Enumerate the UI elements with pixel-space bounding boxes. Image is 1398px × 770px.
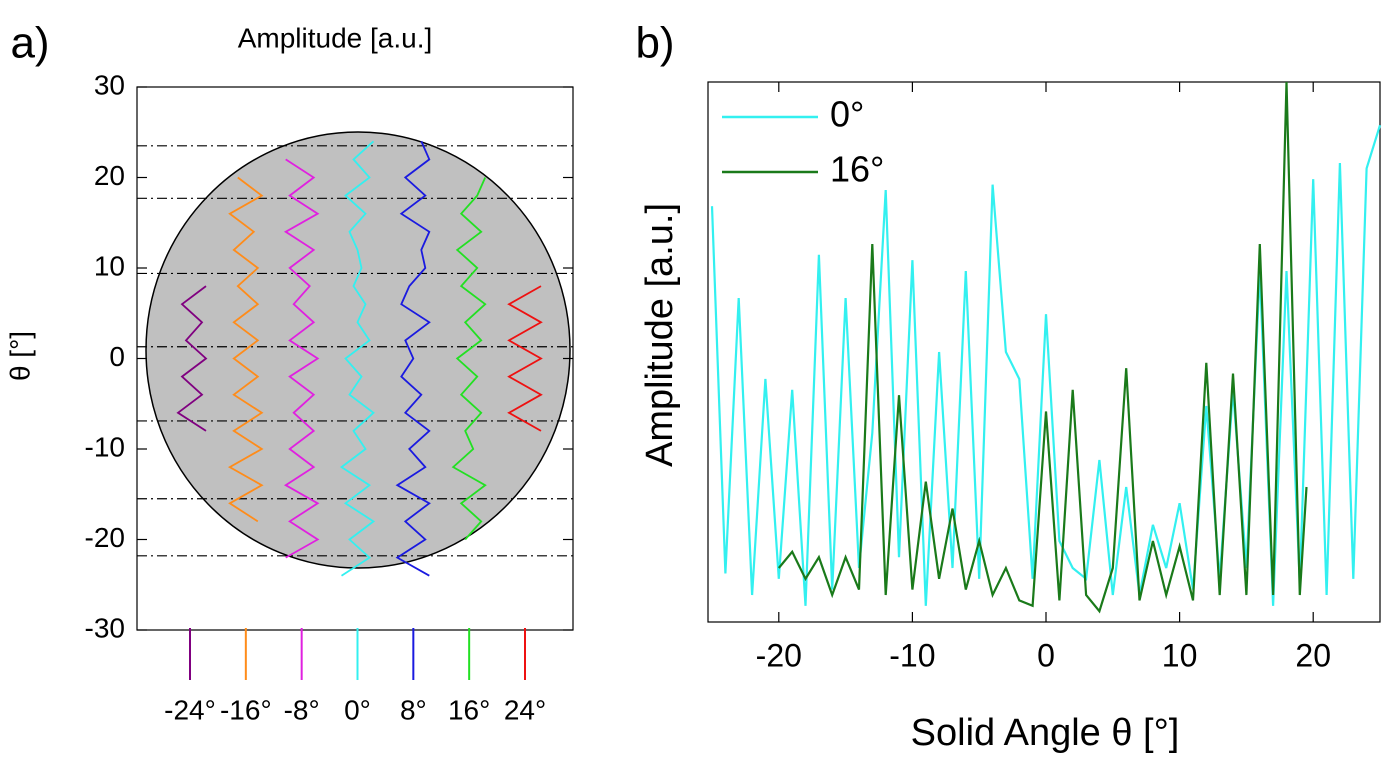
y-axis-label: Amplitude [a.u.] [639,203,681,467]
y-axis-label: θ [°] [4,331,35,381]
y-tick-label: 10 [94,250,125,281]
plot-frame [707,81,1381,623]
trace [339,140,376,577]
x-axis-label: Solid Angle θ [°] [911,712,1180,754]
x-tick-label: 20 [1295,637,1331,673]
legend-label: 24° [504,694,546,725]
x-tick-label: 0 [1037,637,1055,673]
trace [227,176,264,523]
trace [176,285,208,432]
trace [507,285,543,432]
trace [451,177,487,541]
y-tick-label: -30 [85,612,125,643]
legend-label: 0° [344,694,371,725]
legend-label: -8° [284,694,320,725]
x-tick-label: 10 [1162,637,1198,673]
legend-label: -16° [220,694,272,725]
panel-label: b) [635,19,674,68]
y-tick-label: 0 [109,341,125,372]
y-tick-label: -20 [85,522,125,553]
y-tick-label: -10 [85,431,125,462]
legend-label: 8° [400,694,427,725]
x-tick-label: -20 [756,637,802,673]
trace [283,158,320,559]
y-tick-label: 20 [94,160,125,191]
legend-label: 0° [830,94,864,135]
chart-title: Amplitude [a.u.] [238,22,433,53]
y-tick-label: 30 [94,69,125,100]
legend-label: 16° [448,694,490,725]
panel-label: a) [10,19,49,68]
line [777,81,1308,614]
legend-label: 16° [830,149,884,190]
x-tick-label: -10 [889,637,935,673]
legend-label: -24° [164,694,216,725]
trace [395,140,431,577]
